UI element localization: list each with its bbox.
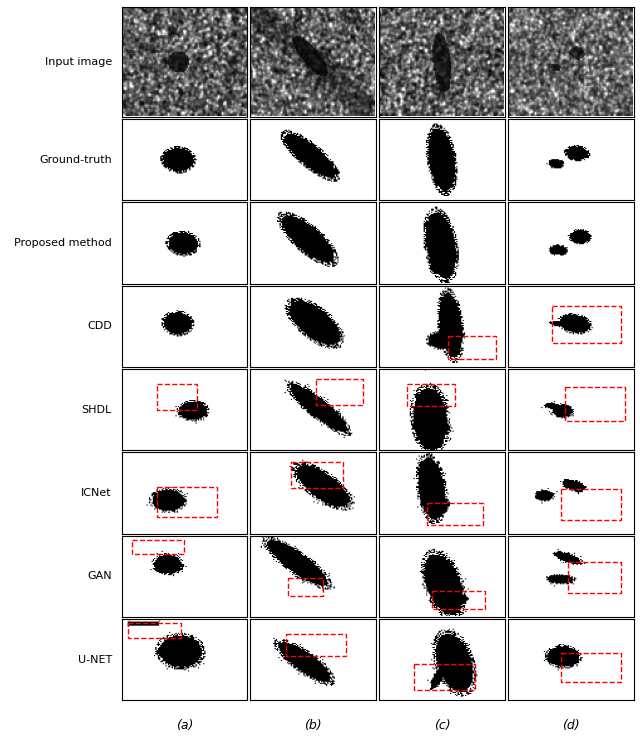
Text: Ground-truth: Ground-truth: [39, 155, 112, 165]
Bar: [291, 462, 343, 488]
Bar: [316, 379, 364, 405]
Bar: [432, 591, 484, 609]
Text: (a): (a): [176, 719, 193, 732]
Text: SHDL: SHDL: [82, 405, 112, 415]
Bar: [132, 540, 184, 554]
Bar: [157, 487, 217, 517]
Bar: [448, 336, 496, 359]
Text: Proposed method: Proposed method: [14, 238, 112, 248]
Text: CDD: CDD: [87, 322, 112, 331]
Text: ICNet: ICNet: [81, 488, 112, 498]
Text: (b): (b): [305, 719, 322, 732]
Bar: [561, 489, 621, 519]
Bar: [568, 562, 621, 593]
Text: (c): (c): [434, 719, 451, 732]
Bar: [157, 384, 197, 410]
Bar: [128, 623, 180, 638]
Text: Input image: Input image: [45, 57, 112, 67]
Text: (d): (d): [562, 719, 580, 732]
Bar: [561, 654, 621, 682]
Bar: [427, 502, 483, 525]
Bar: [288, 578, 323, 596]
Bar: [285, 634, 346, 657]
Text: U-NET: U-NET: [77, 655, 112, 665]
Text: GAN: GAN: [88, 571, 112, 582]
Bar: [414, 664, 475, 690]
Bar: [552, 306, 621, 342]
Bar: [564, 387, 625, 421]
Bar: [407, 384, 454, 407]
